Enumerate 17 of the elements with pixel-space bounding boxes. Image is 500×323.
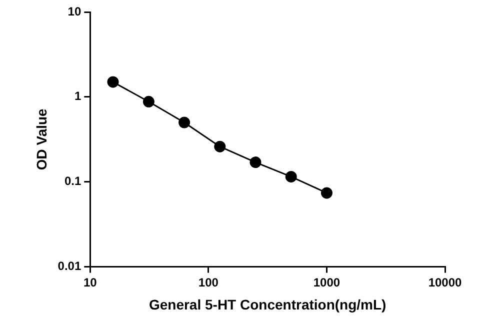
- x-tick-label: 10: [83, 275, 98, 290]
- point: [178, 116, 190, 128]
- x-tick-label: 10000: [428, 275, 462, 290]
- x-tick-label: 1000: [313, 275, 340, 290]
- y-tick-label: 10: [68, 4, 82, 18]
- point: [285, 170, 297, 182]
- point: [214, 140, 226, 152]
- y-tick-label: 0.01: [58, 259, 82, 274]
- point: [320, 187, 332, 199]
- point: [250, 156, 262, 168]
- x-axis-title: General 5-HT Concentration(ng/mL): [148, 296, 386, 312]
- x-tick-label: 100: [198, 275, 219, 290]
- y-tick-label: 1: [74, 89, 82, 104]
- y-tick-label: 0.1: [64, 174, 82, 188]
- point: [107, 76, 119, 88]
- point: [142, 96, 154, 108]
- y-axis-title: OD Value: [33, 108, 50, 170]
